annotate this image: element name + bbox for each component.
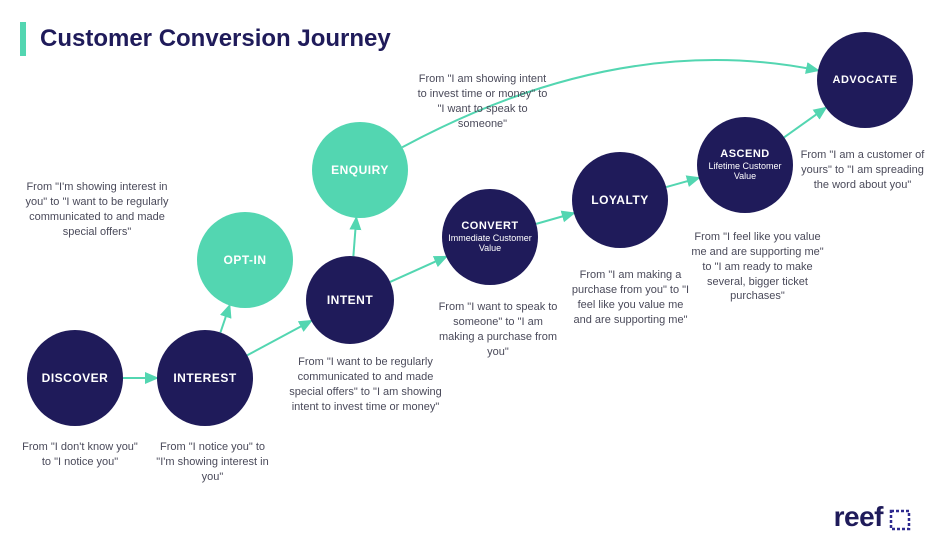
node-label: ENQUIRY xyxy=(331,163,389,177)
node-loyalty: LOYALTY xyxy=(572,152,668,248)
edge-intent-convert xyxy=(390,257,446,282)
page-title: Customer Conversion Journey xyxy=(40,25,391,53)
node-label: OPT-IN xyxy=(223,253,266,267)
title-accent-bar xyxy=(20,22,26,56)
node-label: ASCEND xyxy=(720,148,769,160)
node-sublabel: Immediate Customer Value xyxy=(448,234,532,254)
node-convert: CONVERT Immediate Customer Value xyxy=(442,189,538,285)
node-sublabel: Lifetime Customer Value xyxy=(703,162,787,182)
logo-text: reef xyxy=(834,501,883,533)
node-intent: INTENT xyxy=(306,256,394,344)
caption-intent: From "I want to be regularly communicate… xyxy=(288,355,443,414)
edge-interest-optin xyxy=(220,305,229,332)
caption-optin: From "I'm showing interest in you" to "I… xyxy=(22,180,172,239)
node-label: DISCOVER xyxy=(42,371,109,385)
caption-ascend: From "I feel like you value me and are s… xyxy=(690,230,825,304)
node-label: ADVOCATE xyxy=(833,74,898,86)
edge-interest-intent xyxy=(247,321,311,355)
edge-convert-loyalty xyxy=(536,213,574,224)
node-label: INTEREST xyxy=(173,371,236,385)
node-discover: DISCOVER xyxy=(27,330,123,426)
edge-ascend-advocate xyxy=(784,108,826,138)
edge-intent-enquiry xyxy=(353,218,356,256)
node-ascend: ASCEND Lifetime Customer Value xyxy=(697,117,793,213)
page-title-wrap: Customer Conversion Journey xyxy=(20,22,391,56)
node-label: INTENT xyxy=(327,293,373,307)
node-advocate: ADVOCATE xyxy=(817,32,913,128)
caption-enquiry: From "I am showing intent to invest time… xyxy=(415,72,550,131)
caption-interest: From "I notice you" to "I'm showing inte… xyxy=(150,440,275,485)
brand-logo: reef xyxy=(834,501,911,533)
node-label: CONVERT xyxy=(461,220,518,232)
logo-mark-icon xyxy=(889,506,911,528)
caption-discover: From "I don't know you" to "I notice you… xyxy=(20,440,140,470)
node-optin: OPT-IN xyxy=(197,212,293,308)
caption-convert: From "I want to speak to someone" to "I … xyxy=(438,300,558,359)
node-enquiry: ENQUIRY xyxy=(312,122,408,218)
edge-loyalty-ascend xyxy=(666,178,699,187)
caption-advocate: From "I am a customer of yours" to "I am… xyxy=(800,148,925,193)
caption-loyalty: From "I am making a purchase from you" t… xyxy=(568,268,693,327)
node-interest: INTEREST xyxy=(157,330,253,426)
node-label: LOYALTY xyxy=(591,193,649,207)
